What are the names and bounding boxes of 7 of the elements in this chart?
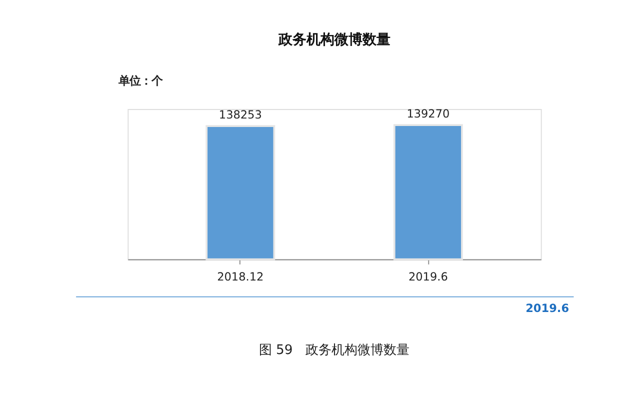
x-tick-label: 2018.12: [217, 270, 264, 284]
caption: 图 59 政务机构微博数量: [258, 343, 410, 358]
data-label: 139270: [406, 108, 450, 121]
chart-title: 政务机构微博数量: [277, 32, 390, 48]
text: 单位：个: [117, 74, 164, 88]
data-label: 138253: [218, 108, 262, 122]
text: 2019.6: [526, 302, 570, 315]
